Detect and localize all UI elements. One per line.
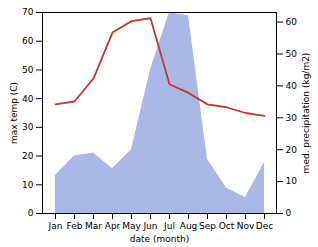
svg-text:Feb: Feb [67,221,83,231]
svg-text:10: 10 [22,180,34,190]
svg-text:30: 30 [22,122,34,132]
svg-text:Jun: Jun [142,221,157,231]
svg-text:Jul: Jul [163,221,175,231]
svg-text:20: 20 [286,145,298,155]
svg-text:Apr: Apr [105,221,121,231]
svg-text:60: 60 [22,36,34,46]
svg-text:Mar: Mar [85,221,102,231]
svg-text:med. precipitation (kg/m2): med. precipitation (kg/m2) [301,53,311,174]
svg-text:date (month): date (month) [130,234,189,244]
svg-text:0: 0 [28,208,34,218]
svg-text:Oct: Oct [219,221,235,231]
svg-text:Dec: Dec [256,221,273,231]
svg-text:Nov: Nov [237,221,255,231]
svg-text:Sep: Sep [199,221,216,231]
svg-text:Aug: Aug [180,221,198,231]
svg-text:Jan: Jan [48,221,63,231]
svg-text:May: May [122,221,141,231]
svg-text:10: 10 [286,176,298,186]
svg-text:70: 70 [22,7,34,17]
svg-text:50: 50 [22,65,34,75]
svg-text:20: 20 [22,151,34,161]
svg-text:max temp (C): max temp (C) [9,82,19,144]
svg-text:0: 0 [286,208,292,218]
svg-text:60: 60 [286,17,298,27]
svg-text:40: 40 [22,94,34,104]
svg-text:40: 40 [286,81,298,91]
svg-text:50: 50 [286,49,298,59]
svg-text:30: 30 [286,113,298,123]
